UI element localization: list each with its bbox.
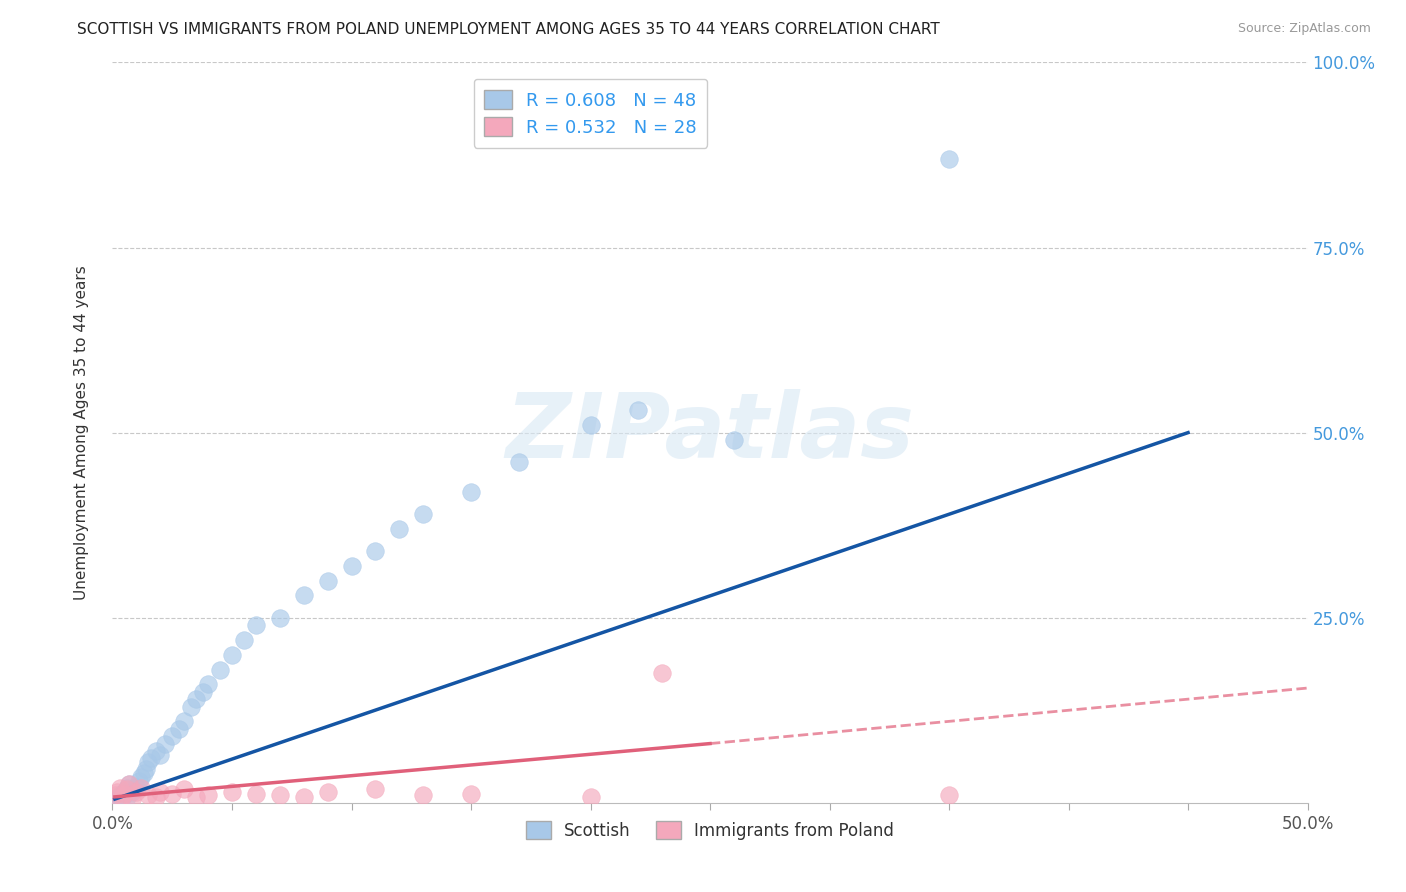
- Legend: Scottish, Immigrants from Poland: Scottish, Immigrants from Poland: [519, 814, 901, 847]
- Point: [145, 789, 167, 804]
- Point: [292, 789, 315, 804]
- Point: [221, 785, 243, 799]
- Point: [197, 677, 219, 691]
- Point: [138, 755, 160, 769]
- Point: [135, 763, 157, 777]
- Point: [128, 773, 150, 788]
- Point: [114, 785, 135, 799]
- Point: [209, 663, 232, 677]
- Point: [111, 787, 134, 801]
- Point: [153, 737, 176, 751]
- Point: [180, 699, 202, 714]
- Point: [139, 751, 162, 765]
- Point: [104, 794, 127, 808]
- Point: [121, 785, 143, 799]
- Point: [508, 455, 530, 469]
- Point: [269, 610, 291, 624]
- Point: [627, 403, 650, 417]
- Point: [173, 782, 195, 797]
- Point: [114, 787, 135, 801]
- Point: [108, 780, 131, 795]
- Point: [162, 729, 183, 743]
- Text: ZIPatlas: ZIPatlas: [506, 389, 914, 476]
- Point: [723, 433, 745, 447]
- Y-axis label: Unemployment Among Ages 35 to 44 years: Unemployment Among Ages 35 to 44 years: [75, 265, 89, 600]
- Point: [125, 780, 148, 794]
- Point: [104, 789, 127, 803]
- Text: Source: ZipAtlas.com: Source: ZipAtlas.com: [1237, 22, 1371, 36]
- Point: [938, 789, 960, 803]
- Point: [138, 789, 160, 803]
- Point: [111, 791, 134, 805]
- Point: [169, 722, 191, 736]
- Point: [108, 789, 131, 803]
- Point: [412, 789, 434, 803]
- Point: [105, 792, 128, 806]
- Point: [132, 766, 155, 780]
- Point: [118, 777, 141, 791]
- Point: [111, 789, 134, 804]
- Point: [233, 632, 256, 647]
- Point: [579, 789, 602, 804]
- Point: [460, 787, 482, 801]
- Point: [114, 789, 135, 803]
- Point: [115, 780, 138, 795]
- Point: [121, 792, 143, 806]
- Point: [316, 785, 339, 799]
- Point: [221, 648, 243, 662]
- Point: [579, 418, 602, 433]
- Point: [651, 666, 673, 681]
- Point: [118, 777, 141, 791]
- Point: [129, 780, 152, 795]
- Point: [316, 574, 339, 588]
- Point: [115, 789, 138, 804]
- Point: [122, 782, 145, 797]
- Point: [125, 785, 148, 799]
- Point: [245, 787, 267, 801]
- Point: [149, 785, 172, 799]
- Point: [364, 782, 387, 797]
- Point: [149, 747, 172, 762]
- Point: [162, 787, 183, 801]
- Text: SCOTTISH VS IMMIGRANTS FROM POLAND UNEMPLOYMENT AMONG AGES 35 TO 44 YEARS CORREL: SCOTTISH VS IMMIGRANTS FROM POLAND UNEMP…: [77, 22, 941, 37]
- Point: [186, 692, 208, 706]
- Point: [186, 789, 208, 804]
- Point: [245, 618, 267, 632]
- Point: [115, 782, 138, 797]
- Point: [412, 507, 434, 521]
- Point: [340, 558, 363, 573]
- Point: [364, 544, 387, 558]
- Point: [193, 685, 215, 699]
- Point: [145, 744, 167, 758]
- Point: [173, 714, 195, 729]
- Point: [938, 152, 960, 166]
- Point: [129, 770, 152, 784]
- Point: [388, 522, 411, 536]
- Point: [292, 589, 315, 603]
- Point: [269, 789, 291, 803]
- Point: [197, 789, 219, 803]
- Point: [105, 785, 128, 799]
- Point: [105, 794, 128, 808]
- Point: [460, 484, 482, 499]
- Point: [108, 789, 131, 804]
